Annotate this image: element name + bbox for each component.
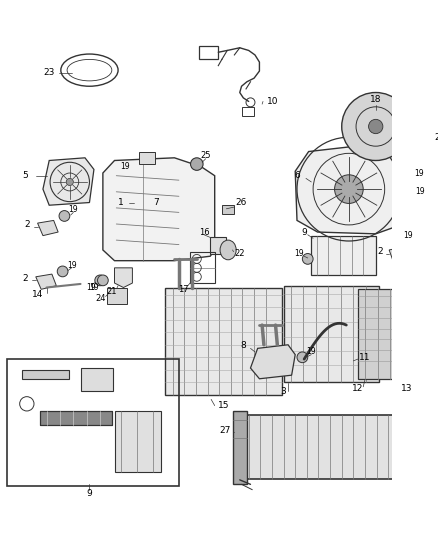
Ellipse shape xyxy=(368,119,383,134)
Bar xyxy=(22,370,69,379)
Ellipse shape xyxy=(220,240,236,260)
Bar xyxy=(114,411,161,472)
Text: 4: 4 xyxy=(437,261,438,270)
Text: 11: 11 xyxy=(359,353,371,362)
Text: 7: 7 xyxy=(154,198,159,207)
Text: 2: 2 xyxy=(22,274,28,283)
Polygon shape xyxy=(251,345,295,379)
Text: 8: 8 xyxy=(240,341,246,350)
Bar xyxy=(409,292,418,376)
Bar xyxy=(166,287,282,395)
Text: 16: 16 xyxy=(199,228,209,237)
Ellipse shape xyxy=(112,168,121,177)
Text: 15: 15 xyxy=(218,401,230,410)
Text: 19: 19 xyxy=(416,187,425,196)
Text: 20: 20 xyxy=(434,133,438,142)
Text: 19: 19 xyxy=(86,283,96,292)
Polygon shape xyxy=(103,158,215,261)
Polygon shape xyxy=(38,221,58,236)
Ellipse shape xyxy=(335,175,363,204)
Bar xyxy=(284,286,379,382)
Text: 18: 18 xyxy=(370,95,381,104)
Polygon shape xyxy=(295,144,401,234)
Text: 5: 5 xyxy=(22,171,28,180)
Text: 17: 17 xyxy=(178,285,189,294)
Polygon shape xyxy=(412,250,437,282)
Bar xyxy=(107,287,127,304)
Text: 19: 19 xyxy=(414,168,424,177)
Polygon shape xyxy=(36,274,57,289)
Polygon shape xyxy=(389,247,407,262)
Bar xyxy=(222,205,234,214)
Text: 2: 2 xyxy=(378,247,383,256)
Text: 21: 21 xyxy=(106,287,117,296)
Ellipse shape xyxy=(59,211,70,221)
Text: 6: 6 xyxy=(294,171,300,180)
Text: 19: 19 xyxy=(294,249,304,258)
Text: 12: 12 xyxy=(352,384,364,393)
Polygon shape xyxy=(412,128,434,149)
Text: 1: 1 xyxy=(118,198,124,207)
Text: 23: 23 xyxy=(43,68,55,77)
Text: 3: 3 xyxy=(280,387,286,396)
Bar xyxy=(241,415,438,479)
Ellipse shape xyxy=(191,158,203,171)
Ellipse shape xyxy=(95,275,106,286)
Text: 19: 19 xyxy=(307,348,316,357)
Text: 19: 19 xyxy=(67,261,76,270)
Text: 26: 26 xyxy=(236,198,247,207)
Text: 10: 10 xyxy=(267,97,279,106)
Ellipse shape xyxy=(98,275,108,286)
Ellipse shape xyxy=(57,266,68,277)
Ellipse shape xyxy=(404,173,415,184)
Text: 2: 2 xyxy=(24,221,30,229)
Bar xyxy=(198,46,218,59)
Text: 14: 14 xyxy=(32,290,43,299)
Text: 9: 9 xyxy=(87,489,92,498)
Bar xyxy=(190,252,215,283)
Bar xyxy=(311,236,376,275)
Ellipse shape xyxy=(397,237,408,248)
Text: 27: 27 xyxy=(220,426,231,435)
Text: 24: 24 xyxy=(95,294,106,303)
Bar xyxy=(437,411,438,484)
Text: 22: 22 xyxy=(234,249,245,258)
Bar xyxy=(40,411,112,425)
Text: 19: 19 xyxy=(120,162,130,171)
Bar xyxy=(40,411,112,425)
Text: 19: 19 xyxy=(403,231,413,240)
Bar xyxy=(241,107,254,116)
Ellipse shape xyxy=(66,179,73,185)
Bar xyxy=(7,359,179,486)
Polygon shape xyxy=(412,146,434,167)
Ellipse shape xyxy=(297,352,308,362)
Polygon shape xyxy=(43,158,94,205)
Polygon shape xyxy=(114,268,132,287)
Text: 25: 25 xyxy=(201,151,211,159)
Bar xyxy=(81,368,113,391)
Bar xyxy=(233,411,247,484)
Bar xyxy=(210,237,226,254)
Bar xyxy=(358,289,410,379)
Text: 9: 9 xyxy=(301,228,307,237)
Ellipse shape xyxy=(342,93,410,160)
Text: 13: 13 xyxy=(401,384,413,393)
Bar xyxy=(139,151,155,164)
Text: 19: 19 xyxy=(89,283,99,292)
Ellipse shape xyxy=(302,254,313,264)
Ellipse shape xyxy=(406,193,417,204)
Text: 19: 19 xyxy=(68,205,78,214)
